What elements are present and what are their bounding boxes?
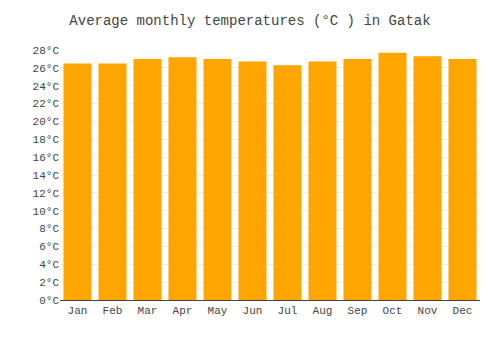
svg-text:20°C: 20°C bbox=[33, 116, 60, 128]
svg-text:Apr: Apr bbox=[173, 305, 193, 317]
svg-text:22°C: 22°C bbox=[33, 98, 60, 110]
svg-text:14°C: 14°C bbox=[33, 170, 60, 182]
svg-text:Feb: Feb bbox=[103, 305, 123, 317]
svg-text:Aug: Aug bbox=[313, 305, 333, 317]
svg-text:Average monthly temperatures (: Average monthly temperatures (°C ) in Ga… bbox=[69, 13, 430, 29]
svg-text:May: May bbox=[208, 305, 228, 317]
svg-text:24°C: 24°C bbox=[33, 81, 60, 93]
svg-text:8°C: 8°C bbox=[39, 223, 59, 235]
svg-text:Dec: Dec bbox=[453, 305, 473, 317]
svg-text:12°C: 12°C bbox=[33, 188, 60, 200]
svg-text:Jun: Jun bbox=[243, 305, 263, 317]
svg-text:10°C: 10°C bbox=[33, 206, 60, 218]
svg-text:18°C: 18°C bbox=[33, 134, 60, 146]
svg-text:0°C: 0°C bbox=[39, 295, 59, 307]
svg-text:Oct: Oct bbox=[383, 305, 403, 317]
svg-text:6°C: 6°C bbox=[39, 241, 59, 253]
svg-text:4°C: 4°C bbox=[39, 259, 59, 271]
svg-text:16°C: 16°C bbox=[33, 152, 60, 164]
svg-text:2°C: 2°C bbox=[39, 277, 59, 289]
svg-text:Mar: Mar bbox=[138, 305, 158, 317]
svg-text:Jan: Jan bbox=[68, 305, 88, 317]
svg-text:28°C: 28°C bbox=[33, 45, 60, 57]
svg-text:Nov: Nov bbox=[418, 305, 438, 317]
svg-text:Sep: Sep bbox=[348, 305, 368, 317]
svg-text:Jul: Jul bbox=[278, 305, 298, 317]
svg-text:26°C: 26°C bbox=[33, 63, 60, 75]
